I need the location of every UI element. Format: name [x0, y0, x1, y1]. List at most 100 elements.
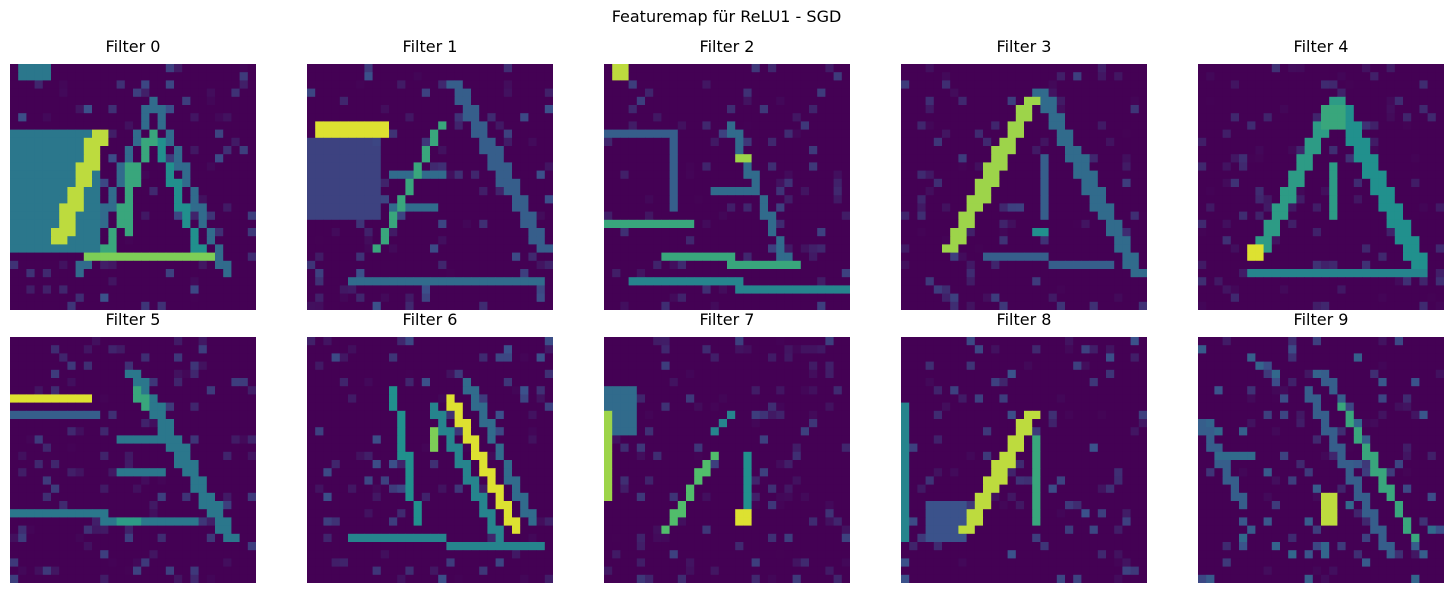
feature-map-cell: [487, 154, 496, 163]
feature-map-cell: [545, 80, 553, 89]
feature-map-cell: [926, 285, 935, 294]
feature-map-cell: [661, 146, 670, 155]
feature-map-cell: [512, 138, 521, 147]
feature-map-cell: [842, 236, 850, 245]
feature-map-cell: [545, 253, 553, 262]
feature-map-cell: [414, 130, 423, 139]
feature-map-cell: [1114, 97, 1123, 106]
feature-map-cell: [190, 253, 199, 262]
feature-map-cell: [405, 253, 414, 262]
feature-map-cell: [975, 138, 984, 147]
feature-map-cell: [1040, 253, 1049, 262]
feature-map-cell: [1139, 261, 1147, 270]
feature-map-cell: [397, 121, 406, 130]
feature-map-cell: [1411, 113, 1420, 122]
feature-map-cell: [1032, 89, 1041, 98]
feature-map-cell: [108, 203, 117, 212]
feature-map-cell: [653, 285, 662, 294]
feature-map-cell: [100, 179, 109, 188]
feature-map-cell: [1106, 187, 1115, 196]
feature-map-cell: [504, 105, 513, 114]
feature-map-cell: [125, 244, 134, 253]
feature-map-cell: [620, 285, 629, 294]
feature-map-cell: [1280, 236, 1289, 245]
feature-map-cell: [1411, 203, 1420, 212]
feature-map-cell: [768, 195, 777, 204]
feature-map-cell: [18, 72, 27, 81]
feature-map-cell: [18, 228, 27, 237]
feature-map-cell: [545, 269, 553, 278]
feature-map-cell: [1065, 97, 1074, 106]
feature-map-cell: [240, 353, 249, 362]
feature-map-cell: [108, 195, 117, 204]
feature-map-cell: [1321, 244, 1330, 253]
feature-map-cell: [620, 294, 629, 303]
feature-map-cell: [496, 130, 505, 139]
feature-map-cell: [356, 195, 365, 204]
feature-map-cell: [702, 179, 711, 188]
feature-map-cell: [686, 105, 695, 114]
feature-map-cell: [702, 89, 711, 98]
feature-map-cell: [1090, 236, 1099, 245]
feature-map-cell: [215, 444, 224, 453]
feature-map-cell: [405, 220, 414, 229]
feature-map-cell: [1321, 89, 1330, 98]
feature-map-cell: [141, 302, 150, 310]
feature-map-cell: [768, 130, 777, 139]
feature-map-cell: [958, 121, 967, 130]
feature-map-cell: [926, 113, 935, 122]
feature-map-cell: [1436, 277, 1444, 286]
feature-map-cell: [520, 261, 529, 270]
feature-map-cell: [51, 337, 60, 346]
feature-map-cell: [348, 154, 357, 163]
feature-map-cell: [364, 253, 373, 262]
feature-map-cell: [537, 64, 546, 73]
feature-map-cell: [1239, 277, 1248, 286]
feature-map-cell: [975, 179, 984, 188]
feature-map-cell: [1378, 130, 1387, 139]
feature-map-cell: [67, 80, 76, 89]
feature-map-cell: [1280, 130, 1289, 139]
feature-map-cell: [743, 236, 752, 245]
feature-map-cell: [1313, 154, 1322, 163]
feature-map-cell: [950, 80, 959, 89]
feature-map-cell: [950, 138, 959, 147]
feature-map-cell: [231, 427, 240, 436]
feature-map-cell: [809, 97, 818, 106]
feature-map-cell: [528, 244, 537, 253]
feature-map-cell: [223, 403, 232, 412]
feature-map-cell: [182, 435, 191, 444]
feature-map-cell: [496, 171, 505, 180]
feature-map-cell: [768, 179, 777, 188]
feature-map-cell: [446, 146, 455, 155]
feature-map-cell: [1024, 253, 1033, 262]
feature-map-cell: [727, 162, 736, 171]
feature-map-cell: [909, 121, 918, 130]
feature-map-cell: [1214, 138, 1223, 147]
feature-map-cell: [315, 285, 324, 294]
feature-map-cell: [158, 236, 167, 245]
feature-map-cell: [620, 162, 629, 171]
feature-map-cell: [405, 162, 414, 171]
feature-map-cell: [537, 261, 546, 270]
feature-map-cell: [934, 64, 943, 73]
feature-map-cell: [199, 195, 208, 204]
feature-map-cell: [950, 285, 959, 294]
feature-map-cell: [719, 89, 728, 98]
feature-map-cell: [537, 162, 546, 171]
feature-map-cell: [1040, 261, 1049, 270]
feature-map-cell: [1378, 253, 1387, 262]
feature-map-cell: [1065, 294, 1074, 303]
feature-map-cell: [174, 72, 183, 81]
feature-map-cell: [975, 121, 984, 130]
feature-map-cell: [1395, 212, 1404, 221]
feature-map-cell: [678, 285, 687, 294]
feature-map-cell: [752, 269, 761, 278]
feature-map-cell: [1214, 154, 1223, 163]
feature-map-cell: [1387, 220, 1396, 229]
feature-map-cell: [1387, 171, 1396, 180]
feature-map-cell: [446, 220, 455, 229]
feature-map-cell: [1411, 130, 1420, 139]
feature-map-cell: [207, 89, 216, 98]
feature-map-cell: [743, 72, 752, 81]
